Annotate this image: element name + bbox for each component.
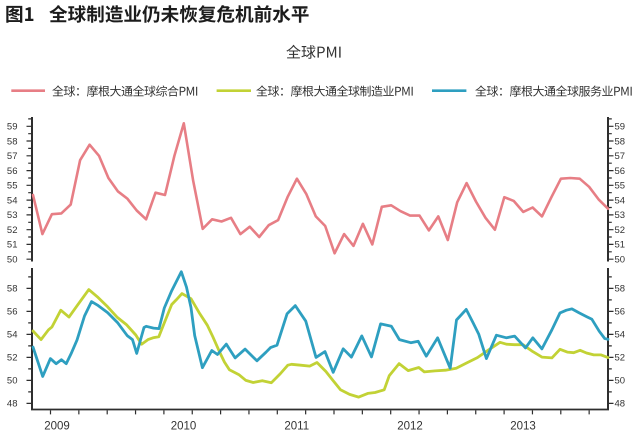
svg-text:58: 58 — [7, 284, 18, 295]
svg-text:58: 58 — [7, 136, 18, 147]
svg-text:59: 59 — [615, 122, 626, 133]
svg-text:50: 50 — [615, 376, 626, 387]
svg-text:50: 50 — [615, 255, 626, 266]
svg-text:54: 54 — [615, 195, 626, 206]
svg-text:48: 48 — [615, 399, 626, 410]
svg-text:2013: 2013 — [510, 421, 536, 433]
svg-text:54: 54 — [615, 330, 626, 341]
svg-text:57: 57 — [615, 151, 626, 162]
svg-text:54: 54 — [7, 330, 18, 341]
svg-text:2010: 2010 — [171, 421, 197, 433]
svg-text:48: 48 — [7, 399, 18, 410]
svg-text:53: 53 — [615, 210, 626, 221]
svg-text:58: 58 — [615, 136, 626, 147]
svg-text:56: 56 — [7, 166, 18, 177]
svg-text:54: 54 — [7, 195, 18, 206]
svg-text:55: 55 — [615, 181, 626, 192]
svg-text:50: 50 — [7, 255, 18, 266]
svg-text:52: 52 — [7, 225, 18, 236]
svg-text:52: 52 — [7, 353, 18, 364]
svg-text:2012: 2012 — [397, 421, 423, 433]
svg-text:57: 57 — [7, 151, 18, 162]
svg-text:2011: 2011 — [284, 421, 309, 433]
svg-text:56: 56 — [615, 166, 626, 177]
svg-text:51: 51 — [615, 240, 626, 251]
svg-text:56: 56 — [7, 307, 18, 318]
svg-text:55: 55 — [7, 181, 18, 192]
svg-text:2009: 2009 — [44, 421, 70, 433]
svg-text:52: 52 — [615, 353, 626, 364]
svg-text:56: 56 — [615, 307, 626, 318]
svg-text:59: 59 — [7, 122, 18, 133]
svg-text:51: 51 — [7, 240, 18, 251]
svg-text:50: 50 — [7, 376, 18, 387]
svg-text:58: 58 — [615, 284, 626, 295]
svg-text:53: 53 — [7, 210, 18, 221]
svg-text:52: 52 — [615, 225, 626, 236]
